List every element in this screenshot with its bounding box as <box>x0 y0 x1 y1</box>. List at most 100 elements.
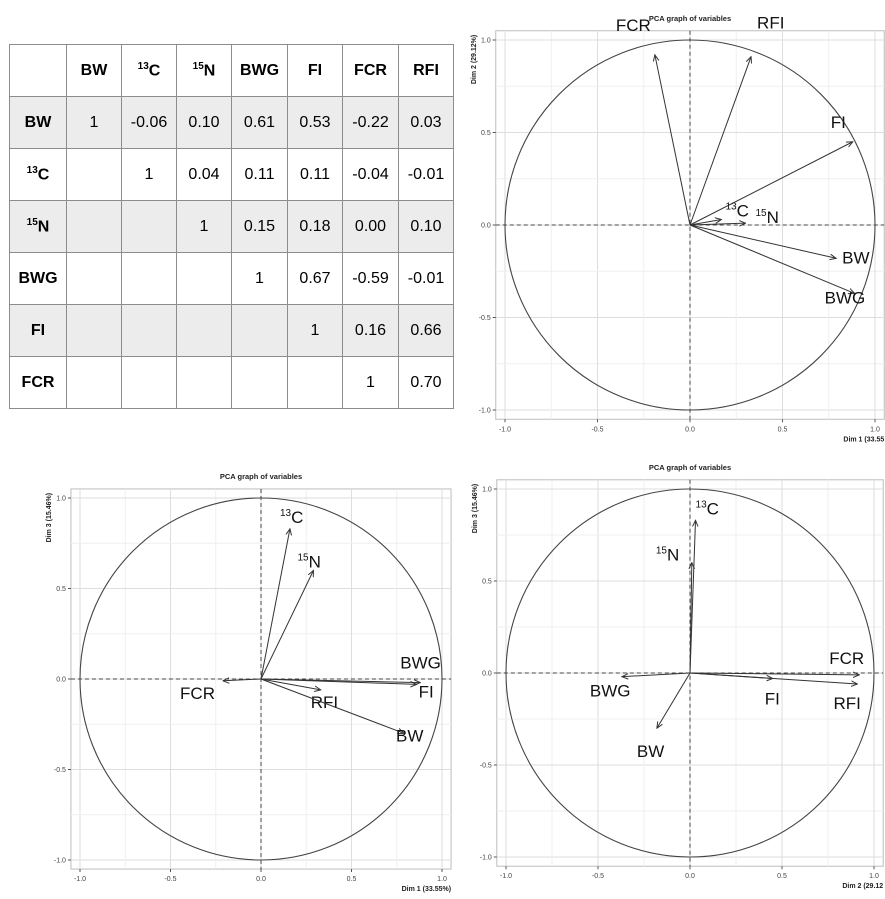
correlation-cell <box>231 304 288 357</box>
correlation-cell: 0.04 <box>176 148 232 201</box>
vector-label: 15N <box>656 546 679 565</box>
variable-label: BWG <box>239 61 280 79</box>
y-tick-label: -0.5 <box>54 767 66 774</box>
correlation-cell: -0.01 <box>398 252 454 305</box>
correlation-cell: 1 <box>231 252 288 305</box>
correlation-cell: 1 <box>287 304 343 357</box>
variable-label: C <box>37 166 50 184</box>
correlation-cell <box>121 304 177 357</box>
column-header: BWG <box>231 44 288 97</box>
row-header: 15N <box>9 200 67 253</box>
x-tick-label: -0.5 <box>592 873 604 880</box>
vector-label: BWG <box>825 288 866 307</box>
vector-label-name: BW <box>396 726 423 745</box>
pca-plot-dim2-dim3: -1.0 -0.5 0.0 0.5 1.0 -1.0 -0.5 0.0 0.5 1.0 PCA gr… <box>472 463 884 890</box>
x-tick-label: -1.0 <box>500 873 512 880</box>
vector-label: BWG <box>590 682 631 701</box>
variable-label: RFI <box>413 61 439 79</box>
y-tick-label: 1.0 <box>56 496 66 503</box>
correlation-cell: 0.66 <box>398 304 454 357</box>
correlation-cell: 1 <box>66 96 122 149</box>
vector-label-name: FCR <box>829 649 864 668</box>
vector-label: 13C <box>725 201 748 220</box>
chart-title: PCA graph of variables <box>649 14 731 23</box>
correlation-cell <box>287 356 343 409</box>
y-tick-label: 0.0 <box>56 677 66 684</box>
vector-label-name: FI <box>765 690 780 709</box>
correlation-cell: -0.06 <box>121 96 177 149</box>
vector-label-name: FCR <box>616 16 651 35</box>
vector-label-name: C <box>291 508 303 527</box>
table-corner-cell <box>9 44 67 97</box>
correlation-cell: 0.67 <box>287 252 343 305</box>
variable-label: BW <box>80 61 108 79</box>
correlation-cell <box>121 356 177 409</box>
x-axis-label: Dim 1 (33.55%) <box>402 886 451 893</box>
row-header: BWG <box>9 252 67 305</box>
variable-label: FI <box>307 61 323 79</box>
isotope-superscript: 13 <box>725 201 737 212</box>
correlation-cell <box>66 304 122 357</box>
pca-vector-arrow <box>689 224 836 258</box>
correlation-cell: -0.04 <box>342 148 399 201</box>
vector-label: FCR <box>180 684 215 703</box>
table-row: BW 1 -0.06 0.10 0.61 0.53 -0.22 0.03 <box>9 96 454 149</box>
table-row: FI 1 0.16 0.66 <box>9 304 454 357</box>
correlation-cell: 0.11 <box>231 148 288 201</box>
correlation-cell: 0.70 <box>398 356 454 409</box>
vector-label: 15N <box>297 552 320 571</box>
x-tick-label: -1.0 <box>74 876 86 883</box>
vector-label: 13C <box>280 508 303 527</box>
correlation-circle <box>504 39 876 411</box>
table-header-row: BW 13C 15N BWG FI FCR RFI <box>9 44 454 97</box>
x-tick-label: 1.0 <box>437 876 447 883</box>
correlation-cell: -0.59 <box>342 252 399 305</box>
table-row: FCR 1 0.70 <box>9 356 454 409</box>
correlation-cell <box>66 356 122 409</box>
variable-label: FCR <box>21 373 55 391</box>
column-header: 15N <box>176 44 232 97</box>
correlation-cell: -0.22 <box>342 96 399 149</box>
table-row: 13C 1 0.04 0.11 0.11 -0.04 -0.01 <box>9 148 454 201</box>
correlation-cell <box>66 200 122 253</box>
isotope-superscript: 13 <box>137 60 149 72</box>
row-header: BW <box>9 96 67 149</box>
variable-label: FI <box>30 321 46 339</box>
vector-label: RFI <box>833 694 860 713</box>
y-tick-label: -1.0 <box>480 855 492 862</box>
row-header: 13C <box>9 148 67 201</box>
chart-title: PCA graph of variables <box>649 463 731 472</box>
vector-label-name: C <box>737 201 749 220</box>
x-axis-label: Dim 1 (33.55 <box>843 436 884 443</box>
y-tick-label: 1.0 <box>481 38 491 45</box>
x-tick-label: 0.5 <box>778 426 788 433</box>
correlation-cell <box>121 200 177 253</box>
vector-label-name: N <box>667 546 679 565</box>
correlation-cell: -0.01 <box>398 148 454 201</box>
pca-vector-arrow <box>260 678 404 733</box>
correlation-cell: 1 <box>121 148 177 201</box>
correlation-cell: 0.10 <box>176 96 232 149</box>
correlation-cell <box>176 304 232 357</box>
pca-vector-arrow <box>260 570 313 680</box>
y-tick-label: 0.0 <box>481 223 491 230</box>
vector-label: BW <box>396 726 423 745</box>
y-tick-label: -1.0 <box>479 408 491 415</box>
table-row: 15N 1 0.15 0.18 0.00 0.10 <box>9 200 454 253</box>
x-tick-label: -1.0 <box>499 426 511 433</box>
correlation-cell: 0.18 <box>287 200 343 253</box>
vector-label-name: N <box>767 208 779 227</box>
vector-label: FI <box>831 113 846 132</box>
vector-label-name: C <box>707 499 719 518</box>
y-tick-label: 0.0 <box>482 671 492 678</box>
chart-title: PCA graph of variables <box>220 472 302 481</box>
correlation-cell: 0.11 <box>287 148 343 201</box>
x-tick-label: 0.0 <box>256 876 266 883</box>
pca-vector-arrow <box>657 672 691 728</box>
y-tick-label: -0.5 <box>479 315 491 322</box>
vector-label-name: N <box>309 552 321 571</box>
vector-label-name: BWG <box>400 654 441 673</box>
vector-label: BW <box>637 742 664 761</box>
y-axis-label: Dim 2 (29.12%) <box>471 35 478 84</box>
x-tick-label: 1.0 <box>869 873 879 880</box>
